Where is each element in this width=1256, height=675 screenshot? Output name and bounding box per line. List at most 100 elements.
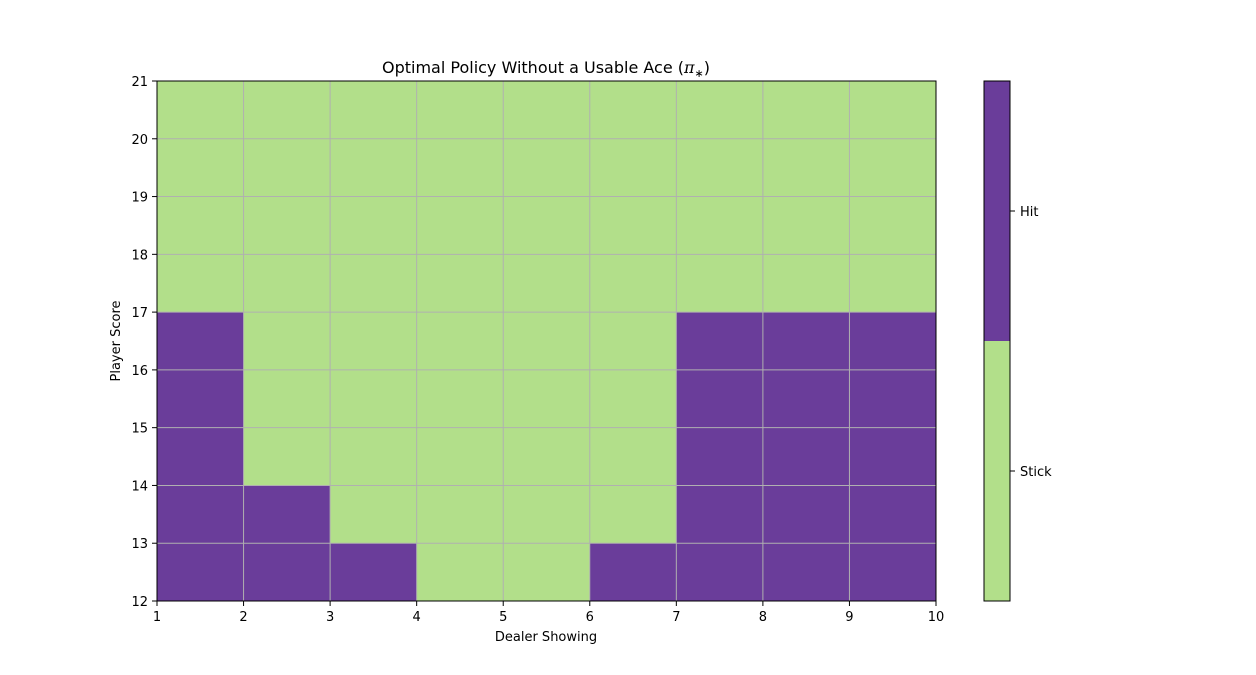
y-tick-label: 18 — [131, 248, 148, 263]
heatmap-cell — [503, 81, 590, 139]
heatmap-cell — [589, 138, 677, 197]
y-tick-label: 21 — [131, 75, 148, 90]
heatmap-cell — [762, 254, 850, 313]
chart-title-prefix: Optimal Policy Without a Usable Ace ( — [382, 58, 684, 77]
heatmap-cell — [762, 427, 850, 486]
heatmap-cell — [243, 254, 331, 313]
colorbar-frame — [983, 80, 1011, 602]
heatmap-cell — [676, 196, 763, 255]
heatmap-cell — [849, 254, 936, 313]
x-tick-label: 8 — [759, 610, 767, 625]
colorbar-segment — [984, 341, 1010, 601]
heatmap-cell — [416, 485, 504, 544]
y-tick-label: 17 — [131, 306, 148, 321]
chart-title: Optimal Policy Without a Usable Ace (π∗) — [382, 58, 710, 80]
heatmap-cell — [243, 81, 331, 139]
heatmap-cell — [849, 485, 936, 544]
heatmap-cell — [416, 312, 504, 370]
heatmap-cell — [676, 369, 763, 428]
x-tick-label: 5 — [499, 610, 507, 625]
heatmap-cell — [589, 427, 677, 486]
heatmap-cell — [330, 312, 417, 370]
x-tick-label: 7 — [672, 610, 680, 625]
heatmap-cell — [243, 312, 331, 370]
x-tick-label: 10 — [928, 610, 945, 625]
heatmap-cell — [676, 543, 763, 601]
heatmap-cell — [762, 312, 850, 370]
heatmap-cell — [157, 312, 244, 370]
heatmap-cell — [589, 81, 677, 139]
heatmap-cell — [243, 485, 331, 544]
colorbar: Stick Hit — [983, 80, 1052, 602]
heatmap-cell — [243, 369, 331, 428]
heatmap-cell — [157, 81, 244, 139]
heatmap-cell — [762, 196, 850, 255]
y-tick-label: 13 — [131, 537, 148, 552]
colorbar-label: Stick — [1020, 465, 1052, 480]
heatmap-cell — [416, 254, 504, 313]
heatmap-cell — [243, 138, 331, 197]
heatmap-cell — [676, 138, 763, 197]
heatmap-cell — [157, 138, 244, 197]
heatmap-cell — [157, 369, 244, 428]
y-tick-label: 12 — [131, 595, 148, 610]
heatmap-cell — [157, 485, 244, 544]
plot-frame — [156, 80, 937, 602]
heatmap-cell — [676, 427, 763, 486]
x-tick-label: 3 — [326, 610, 334, 625]
y-tick-label: 15 — [131, 422, 148, 437]
x-tick-label: 4 — [413, 610, 421, 625]
heatmap-cell — [589, 254, 677, 313]
heatmap-cell — [676, 81, 763, 139]
heatmap-cell — [416, 81, 504, 139]
heatmap-cell — [330, 138, 417, 197]
heatmap-cell — [243, 196, 331, 255]
heatmap-cell — [243, 543, 331, 601]
colorbar-segment — [984, 81, 1010, 341]
heatmap-cell — [416, 138, 504, 197]
heatmap-cell — [849, 369, 936, 428]
heatmap-cell — [330, 254, 417, 313]
heatmap-cell — [589, 485, 677, 544]
heatmap-cell — [762, 369, 850, 428]
heatmap-cell — [503, 312, 590, 370]
heatmap-cell — [330, 485, 417, 544]
y-tick-label: 19 — [131, 191, 148, 206]
heatmap-cell — [330, 81, 417, 139]
heatmap-cell — [503, 254, 590, 313]
x-tick-label: 6 — [586, 610, 594, 625]
heatmap-cell — [503, 369, 590, 428]
heatmap-cell — [503, 427, 590, 486]
x-tick-label: 9 — [845, 610, 853, 625]
heatmap-cell — [503, 543, 590, 601]
heatmap-cells — [157, 81, 936, 601]
heatmap-cell — [157, 427, 244, 486]
heatmap-cell — [330, 369, 417, 428]
heatmap-cell — [589, 369, 677, 428]
chart-title-subscript: ∗ — [695, 67, 704, 80]
heatmap-cell — [589, 196, 677, 255]
chart-title-symbol: π — [683, 58, 695, 77]
heatmap-cell — [416, 196, 504, 255]
heatmap-cell — [676, 485, 763, 544]
heatmap-cell — [330, 543, 417, 601]
heatmap-cell — [416, 369, 504, 428]
heatmap-cell — [849, 312, 936, 370]
heatmap-cell — [503, 196, 590, 255]
heatmap-cell — [330, 196, 417, 255]
heatmap-cell — [762, 81, 850, 139]
heatmap-cell — [849, 427, 936, 486]
x-axis-label: Dealer Showing — [495, 630, 597, 645]
heatmap-cell — [676, 254, 763, 313]
heatmap-cell — [849, 543, 936, 601]
heatmap-cell — [762, 485, 850, 544]
y-tick-label: 20 — [131, 133, 148, 148]
heatmap-cell — [849, 196, 936, 255]
heatmap-cell — [416, 427, 504, 486]
heatmap-cell — [762, 543, 850, 601]
heatmap-cell — [330, 427, 417, 486]
heatmap-cell — [849, 81, 936, 139]
heatmap-cell — [589, 312, 677, 370]
